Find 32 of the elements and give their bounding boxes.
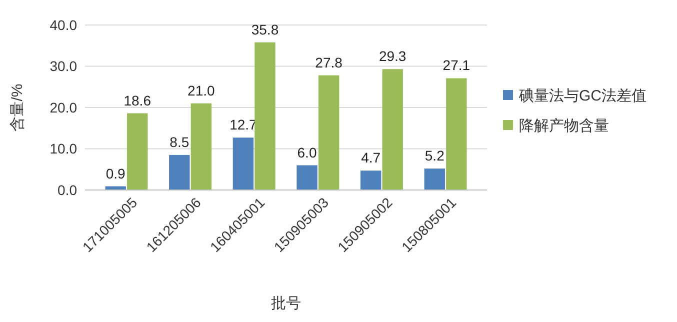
bar	[190, 103, 212, 190]
bar	[254, 42, 276, 190]
data-label: 35.8	[251, 21, 279, 38]
data-label: 4.7	[361, 150, 381, 166]
bar	[296, 165, 318, 190]
legend-label: 碘量法与GC法差值	[518, 87, 646, 104]
y-tick-label: 30.0	[50, 58, 78, 74]
bar	[169, 154, 190, 190]
data-label: 6.0	[297, 144, 317, 160]
data-label: 27.1	[442, 57, 470, 74]
data-label: 0.9	[106, 165, 126, 182]
bar	[360, 170, 382, 190]
y-tick-label: 0.0	[58, 182, 78, 198]
data-label: 29.3	[378, 48, 406, 64]
bar	[382, 69, 403, 190]
bar	[232, 138, 254, 190]
y-axis-title: 含量/%	[9, 84, 26, 132]
data-label: 18.6	[124, 92, 152, 108]
y-tick-label: 20.0	[50, 99, 78, 116]
bar	[424, 168, 445, 190]
bar	[127, 113, 148, 190]
bar	[446, 78, 467, 190]
legend-label: 降解产物含量	[519, 117, 609, 134]
data-label: 5.2	[424, 148, 445, 164]
y-tick-label: 10.0	[50, 140, 78, 157]
bar	[318, 75, 340, 190]
data-label: 21.0	[188, 82, 216, 98]
data-label: 27.8	[315, 54, 343, 70]
data-label: 12.7	[230, 116, 258, 133]
data-label: 8.5	[170, 134, 190, 150]
y-tick-label: 40.0	[50, 16, 78, 33]
x-axis-title: 批号	[271, 295, 301, 312]
